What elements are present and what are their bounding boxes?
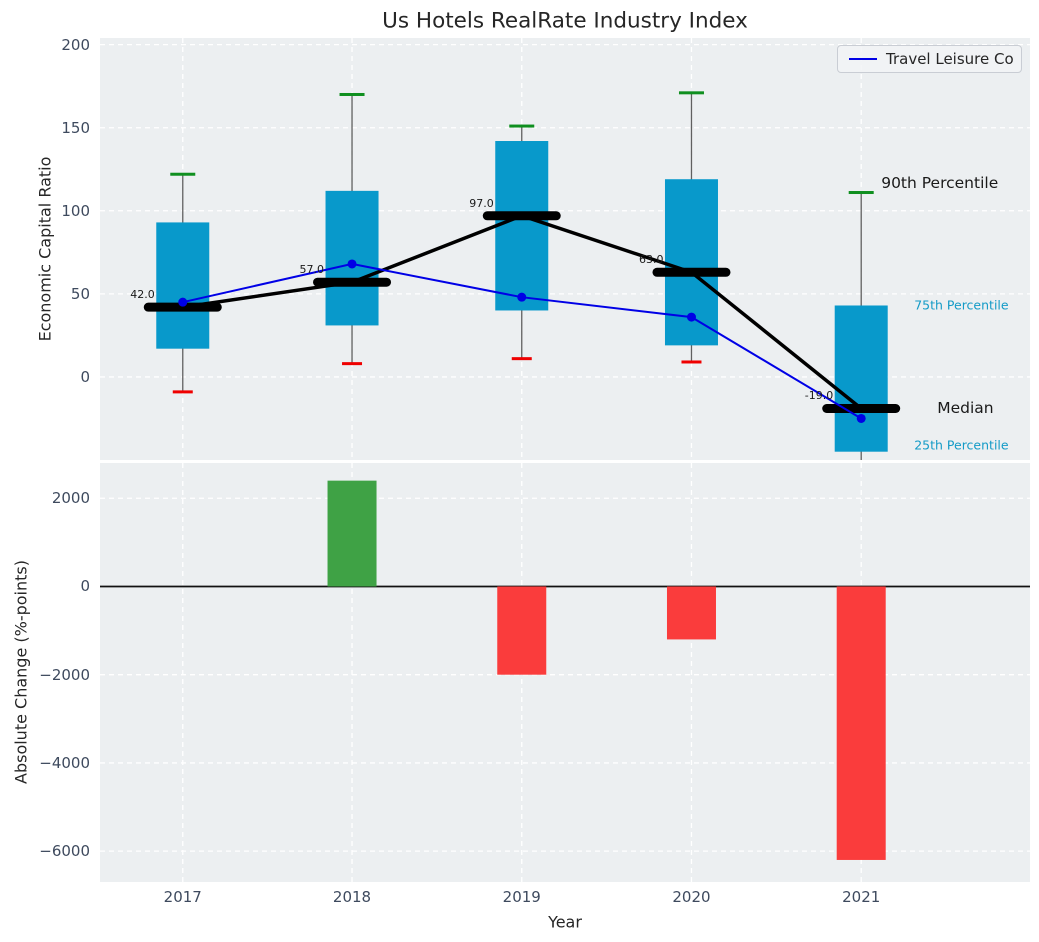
y-tick-label-bottom: −6000 xyxy=(39,842,90,861)
y-tick-label-bottom: 0 xyxy=(80,577,90,596)
median-marker-2018 xyxy=(313,277,392,287)
y-tick-label-top: 100 xyxy=(61,201,90,220)
y-tick-label-top: 0 xyxy=(80,367,90,386)
median-value-label-2019: 97.0 xyxy=(469,196,494,210)
x-tick-label-2021: 2021 xyxy=(842,888,881,906)
y-tick-label-bottom: 2000 xyxy=(51,489,90,508)
top-panel-bg xyxy=(100,38,1030,460)
annotation-25th-percentile: 25th Percentile xyxy=(914,437,1009,453)
y-tick-label-bottom: −2000 xyxy=(39,665,90,684)
p90-cap-2018 xyxy=(339,92,365,96)
company-point-2021 xyxy=(856,413,866,423)
annotation-75th-percentile: 75th Percentile xyxy=(914,297,1009,313)
y-axis-label-bottom: Absolute Change (%-points) xyxy=(11,560,31,784)
chart-title: Us Hotels RealRate Industry Index xyxy=(382,8,748,34)
median-marker-2017 xyxy=(143,302,222,312)
bottom-panel-bg xyxy=(100,463,1030,882)
median-marker-2020 xyxy=(652,267,731,277)
x-tick-label-2017: 2017 xyxy=(163,888,202,906)
iqr-box-2018 xyxy=(325,190,379,326)
p10-cap-2018 xyxy=(342,362,363,366)
p90-cap-2021 xyxy=(848,191,874,195)
change-bar-2019 xyxy=(497,586,547,675)
company-point-2020 xyxy=(686,312,696,322)
p10-cap-2020 xyxy=(681,360,702,364)
y-tick-label-top: 200 xyxy=(61,35,90,54)
change-bar-2020 xyxy=(666,586,716,640)
x-axis-label: Year xyxy=(548,912,582,932)
change-bar-2018 xyxy=(327,480,377,587)
x-tick-label-2018: 2018 xyxy=(332,888,372,906)
p90-cap-2019 xyxy=(509,124,535,128)
median-marker-2021 xyxy=(822,403,901,413)
company-point-2019 xyxy=(517,292,527,302)
company-point-2017 xyxy=(178,297,188,307)
x-tick-label-2019: 2019 xyxy=(502,888,541,906)
annotation-median: Median xyxy=(937,399,994,418)
y-tick-label-bottom: −4000 xyxy=(39,753,90,772)
p10-cap-2017 xyxy=(172,390,193,394)
p90-cap-2017 xyxy=(170,172,196,176)
iqr-box-2017 xyxy=(156,222,210,349)
p10-cap-2019 xyxy=(511,357,532,361)
median-marker-2019 xyxy=(482,211,561,221)
median-value-label-2021: -19.0 xyxy=(804,389,834,403)
annotation-90th-percentile: 90th Percentile xyxy=(881,173,999,192)
median-value-label-2018: 57.0 xyxy=(299,263,325,277)
legend: Travel Leisure Co xyxy=(837,45,1022,73)
median-value-label-2020: 63.0 xyxy=(638,253,664,267)
median-value-label-2017: 42.0 xyxy=(130,288,155,302)
change-bar-2021 xyxy=(836,586,886,860)
iqr-box-2021 xyxy=(834,305,888,452)
y-axis-label-top: Economic Capital Ratio xyxy=(35,156,55,342)
legend-line-sample-icon xyxy=(849,58,877,60)
y-tick-label-top: 50 xyxy=(70,284,90,303)
p90-cap-2020 xyxy=(678,91,704,95)
x-tick-label-2020: 2020 xyxy=(672,888,711,906)
legend-label: Travel Leisure Co xyxy=(886,50,1014,68)
y-tick-label-top: 150 xyxy=(61,118,90,137)
company-point-2018 xyxy=(347,259,357,269)
iqr-box-2019 xyxy=(495,141,549,311)
